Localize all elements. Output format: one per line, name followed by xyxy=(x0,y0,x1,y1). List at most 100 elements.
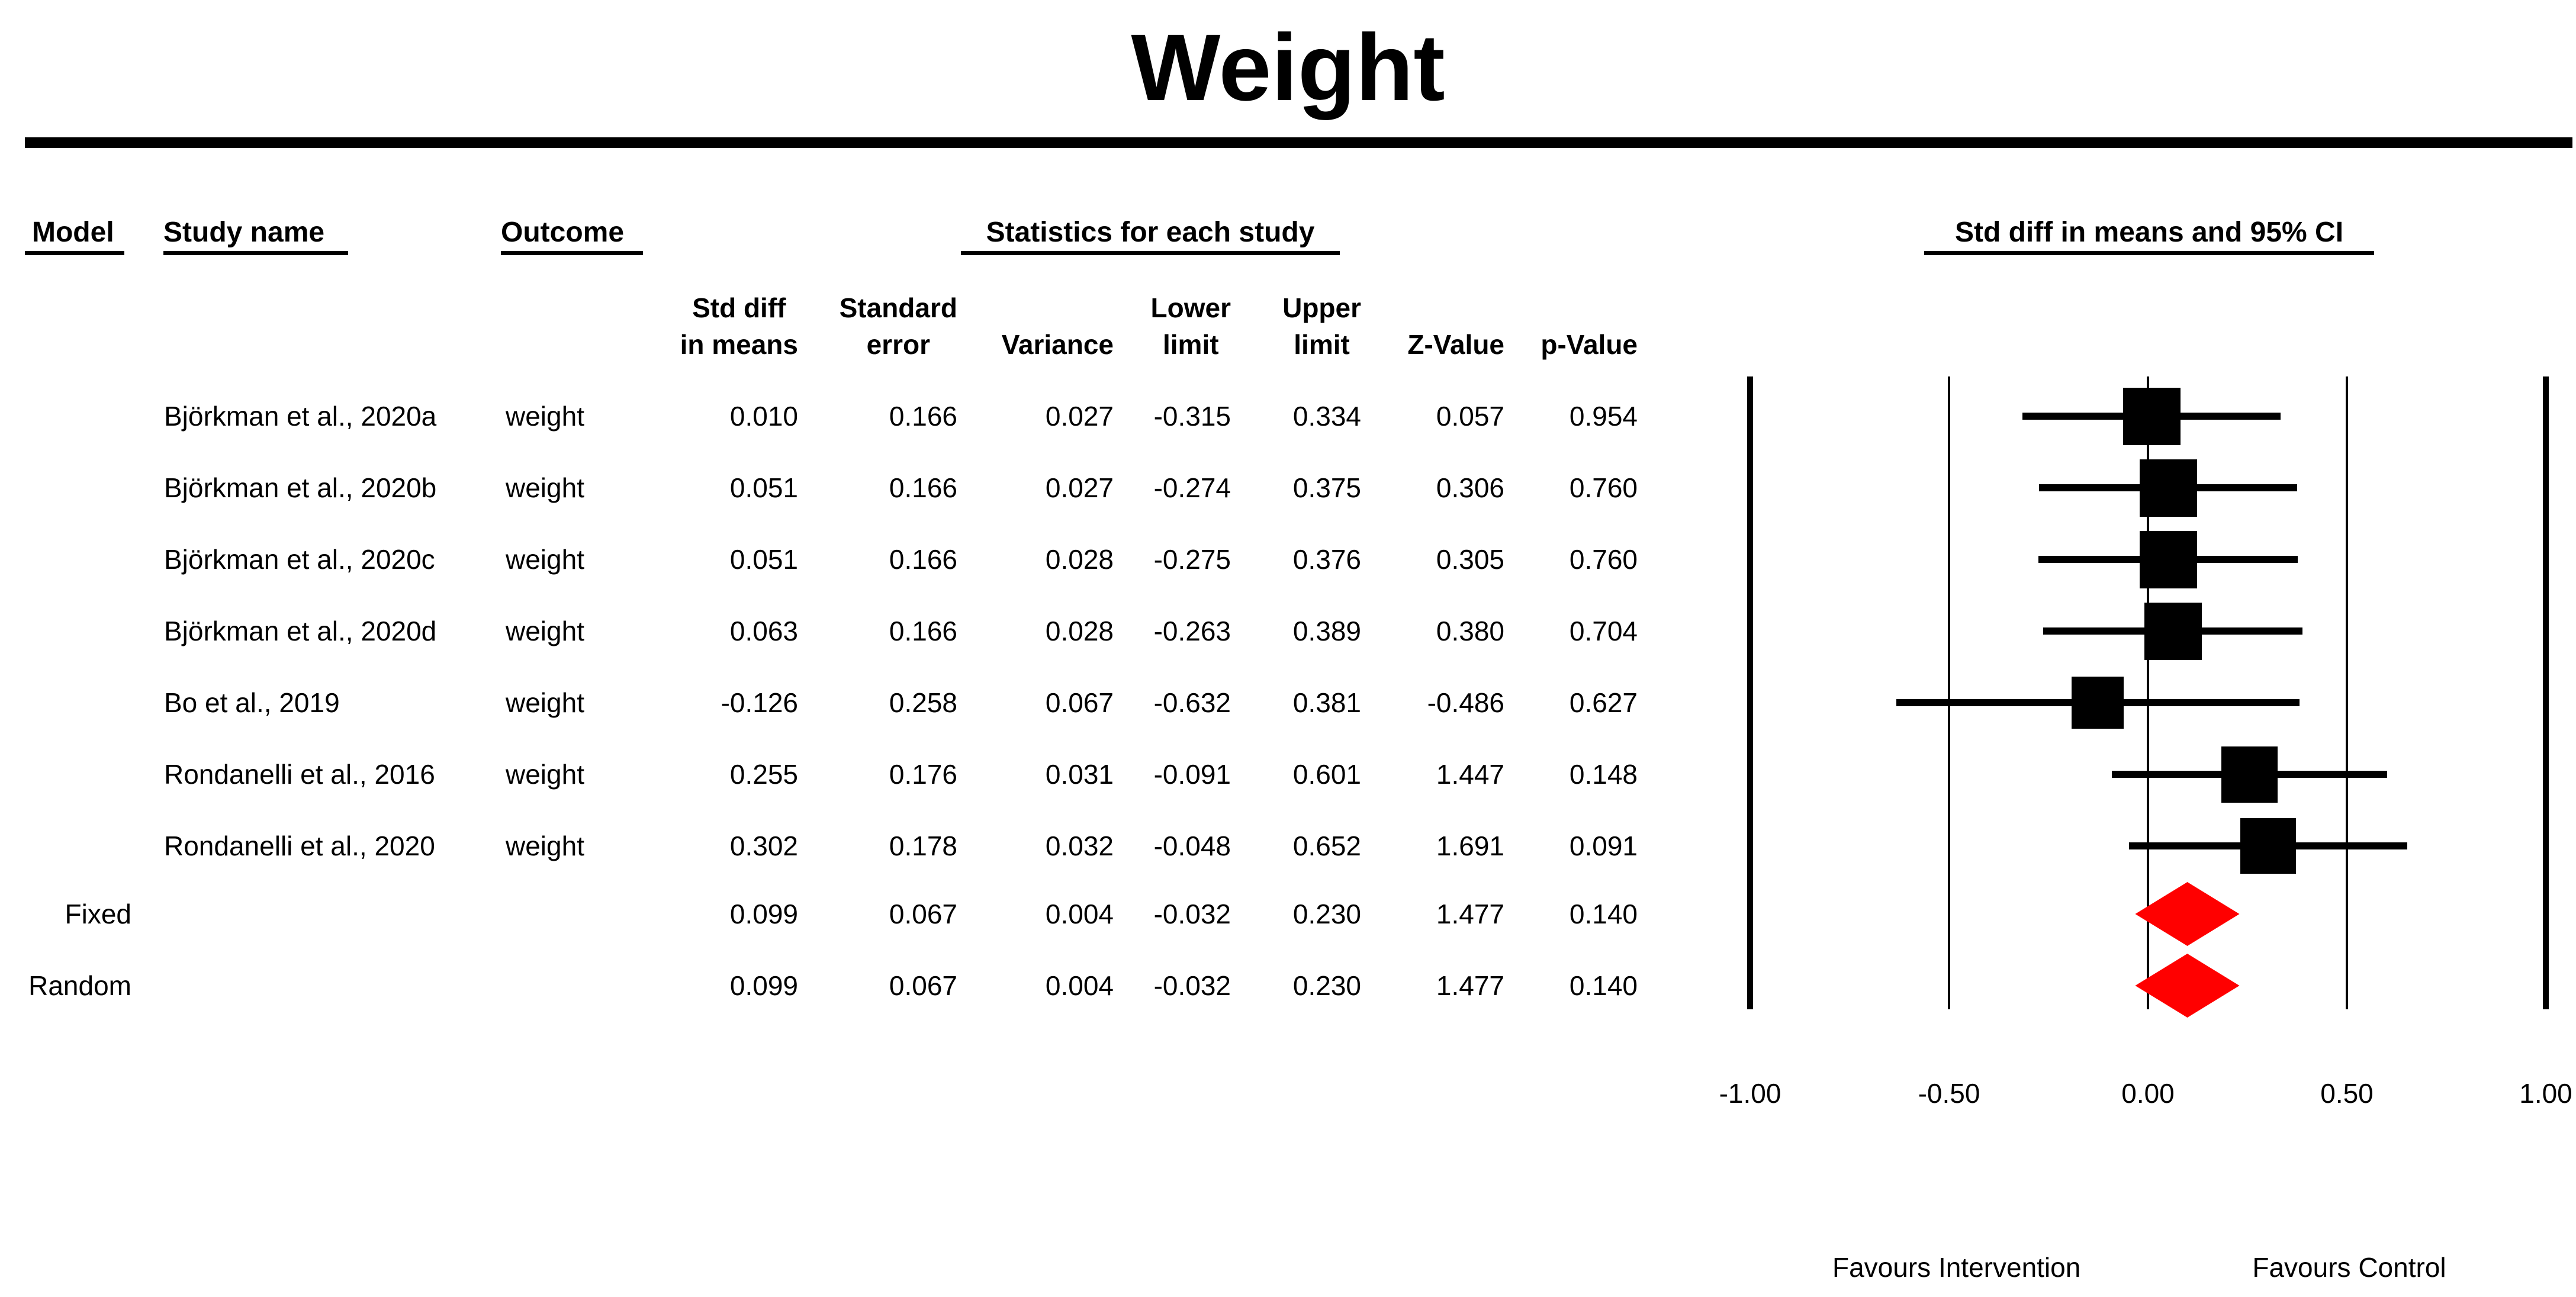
stat-subheader-z: Z-Value xyxy=(1407,329,1504,360)
cell-outcome: weight xyxy=(506,759,584,790)
stat-subheader-lower: Lower limit xyxy=(1150,292,1231,360)
study-row-cell-p: 0.760 xyxy=(1569,472,1638,503)
summary-diamond-fixed xyxy=(2135,882,2240,946)
summary-row-cell-lower: -0.032 xyxy=(1153,899,1231,929)
cell-model-random: Random xyxy=(28,970,131,1001)
effect-square xyxy=(2139,459,2197,517)
gridline-thin xyxy=(2147,376,2149,1009)
column-header-plot-group: Std diff in means and 95% CI xyxy=(1954,217,2344,248)
summary-row-cell-upper: 0.230 xyxy=(1292,899,1361,929)
tick-label: 1.00 xyxy=(2519,1078,2572,1109)
study-row-cell-z: 0.380 xyxy=(1436,616,1504,646)
study-row-cell-std_diff: -0.126 xyxy=(721,687,798,718)
study-row-cell-std_diff: 0.051 xyxy=(729,472,798,503)
study-row-cell-p: 0.091 xyxy=(1569,831,1638,861)
study-row-cell-se: 0.258 xyxy=(889,687,957,718)
study-header-underline xyxy=(163,251,348,255)
outcome-header-underline xyxy=(501,251,643,255)
study-row-cell-lower: -0.632 xyxy=(1153,687,1231,718)
column-header-model: Model xyxy=(32,217,114,248)
summary-row-cell-z: 1.477 xyxy=(1436,899,1504,929)
study-row-cell-lower: -0.275 xyxy=(1153,544,1231,575)
study-row-cell-p: 0.760 xyxy=(1569,544,1638,575)
study-row-cell-std_diff: 0.302 xyxy=(729,831,798,861)
cell-outcome: weight xyxy=(506,831,584,861)
study-row-cell-p: 0.954 xyxy=(1569,401,1638,432)
tick-label: 0.50 xyxy=(2320,1078,2374,1109)
effect-square xyxy=(2123,387,2181,445)
study-row-cell-lower: -0.263 xyxy=(1153,616,1231,646)
summary-row-cell-std_diff: 0.099 xyxy=(729,970,798,1001)
study-row-cell-upper: 0.601 xyxy=(1292,759,1361,790)
summary-row-cell-se: 0.067 xyxy=(889,970,957,1001)
gridline-thick xyxy=(1747,376,1753,1009)
study-row-cell-se: 0.166 xyxy=(889,544,957,575)
tick-label: 0.00 xyxy=(2121,1078,2175,1109)
study-row-cell-z: 1.691 xyxy=(1436,831,1504,861)
cell-model-fixed: Fixed xyxy=(65,899,131,929)
study-row-cell-upper: 0.381 xyxy=(1292,687,1361,718)
study-row-cell-se: 0.166 xyxy=(889,472,957,503)
favours-control-label: Favours Control xyxy=(2252,1252,2446,1283)
stat-subheader-std_diff: Std diff in means xyxy=(680,292,798,360)
stat-subheader-p: p-Value xyxy=(1541,329,1638,360)
cell-outcome: weight xyxy=(506,687,584,718)
study-row-cell-upper: 0.652 xyxy=(1292,831,1361,861)
study-row-cell-upper: 0.376 xyxy=(1292,544,1361,575)
study-row-cell-z: 0.306 xyxy=(1436,472,1504,503)
study-row-cell-upper: 0.334 xyxy=(1292,401,1361,432)
study-row-cell-variance: 0.027 xyxy=(1045,472,1114,503)
study-row-cell-upper: 0.375 xyxy=(1292,472,1361,503)
effect-square xyxy=(2072,677,2124,729)
gridline-thin xyxy=(2346,376,2348,1009)
study-row-cell-lower: -0.048 xyxy=(1153,831,1231,861)
summary-diamond-random xyxy=(2135,954,2240,1018)
study-row-cell-std_diff: 0.063 xyxy=(729,616,798,646)
cell-study-name: Rondanelli et al., 2016 xyxy=(164,759,435,790)
column-header-outcome: Outcome xyxy=(501,217,625,248)
study-row-cell-variance: 0.067 xyxy=(1045,687,1114,718)
study-row-cell-std_diff: 0.010 xyxy=(729,401,798,432)
study-row-cell-std_diff: 0.051 xyxy=(729,544,798,575)
stat-subheader-upper: Upper limit xyxy=(1282,292,1361,360)
cell-study-name: Bo et al., 2019 xyxy=(164,687,340,718)
stat-subheader-se: Standard error xyxy=(839,292,957,360)
study-row-cell-variance: 0.032 xyxy=(1045,831,1114,861)
effect-square xyxy=(2144,602,2202,660)
summary-row-cell-lower: -0.032 xyxy=(1153,970,1231,1001)
cell-study-name: Björkman et al., 2020c xyxy=(164,544,435,575)
study-row-cell-variance: 0.031 xyxy=(1045,759,1114,790)
study-row-cell-p: 0.148 xyxy=(1569,759,1638,790)
figure-title: Weight xyxy=(1131,14,1445,120)
cell-outcome: weight xyxy=(506,616,584,646)
plot-header-underline xyxy=(1924,251,2374,255)
tick-label: -0.50 xyxy=(1918,1078,1980,1109)
study-row-cell-std_diff: 0.255 xyxy=(729,759,798,790)
summary-row-cell-p: 0.140 xyxy=(1569,970,1638,1001)
study-row-cell-lower: -0.315 xyxy=(1153,401,1231,432)
effect-square xyxy=(2221,746,2278,803)
tick-label: -1.00 xyxy=(1719,1078,1781,1109)
column-header-study: Study name xyxy=(163,217,325,248)
effect-square xyxy=(2139,530,2197,588)
summary-row-cell-upper: 0.230 xyxy=(1292,970,1361,1001)
study-row-cell-variance: 0.028 xyxy=(1045,544,1114,575)
cell-study-name: Björkman et al., 2020a xyxy=(164,401,437,432)
summary-row-cell-z: 1.477 xyxy=(1436,970,1504,1001)
study-row-cell-se: 0.166 xyxy=(889,616,957,646)
summary-row-cell-variance: 0.004 xyxy=(1045,899,1114,929)
study-row-cell-lower: -0.091 xyxy=(1153,759,1231,790)
summary-row-cell-variance: 0.004 xyxy=(1045,970,1114,1001)
study-row-cell-z: 0.305 xyxy=(1436,544,1504,575)
study-row-cell-se: 0.178 xyxy=(889,831,957,861)
study-row-cell-se: 0.166 xyxy=(889,401,957,432)
gridline-thick xyxy=(2543,376,2549,1009)
cell-outcome: weight xyxy=(506,544,584,575)
favours-intervention-label: Favours Intervention xyxy=(1832,1252,2081,1283)
study-row-cell-p: 0.627 xyxy=(1569,687,1638,718)
stat-subheader-variance: Variance xyxy=(1001,329,1114,360)
study-row-cell-p: 0.704 xyxy=(1569,616,1638,646)
study-row-cell-z: 0.057 xyxy=(1436,401,1504,432)
study-row-cell-variance: 0.028 xyxy=(1045,616,1114,646)
